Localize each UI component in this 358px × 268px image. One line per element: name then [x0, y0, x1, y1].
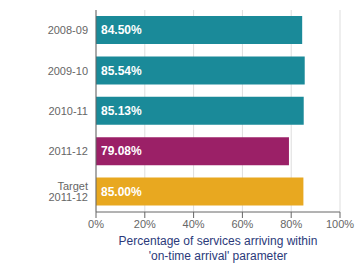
- svg-text:2010-11: 2010-11: [48, 105, 88, 117]
- svg-text:85.00%: 85.00%: [101, 185, 142, 199]
- svg-text:85.54%: 85.54%: [101, 64, 142, 78]
- html-text:Percentage of services arrivin: Percentage of services arriving within: [118, 234, 318, 248]
- svg-text:79.08%: 79.08%: [101, 144, 142, 158]
- svg-text:85.13%: 85.13%: [101, 104, 142, 118]
- svg-text:2009-10: 2009-10: [48, 65, 88, 77]
- svg-text:84.50%: 84.50%: [101, 23, 142, 37]
- svg-text:100%: 100%: [326, 218, 350, 230]
- svg-text:60%: 60%: [231, 218, 253, 230]
- svg-text:80%: 80%: [280, 218, 302, 230]
- html-text:'on-time arrival' parameter: 'on-time arrival' parameter: [148, 249, 288, 263]
- svg-text:40%: 40%: [183, 218, 205, 230]
- svg-text:2008-09: 2008-09: [48, 24, 88, 36]
- svg-text:Target2011-12: Target2011-12: [48, 180, 88, 203]
- svg-text:2011-12: 2011-12: [48, 145, 88, 157]
- svg-text:20%: 20%: [134, 218, 156, 230]
- svg-text:0%: 0%: [88, 218, 104, 230]
